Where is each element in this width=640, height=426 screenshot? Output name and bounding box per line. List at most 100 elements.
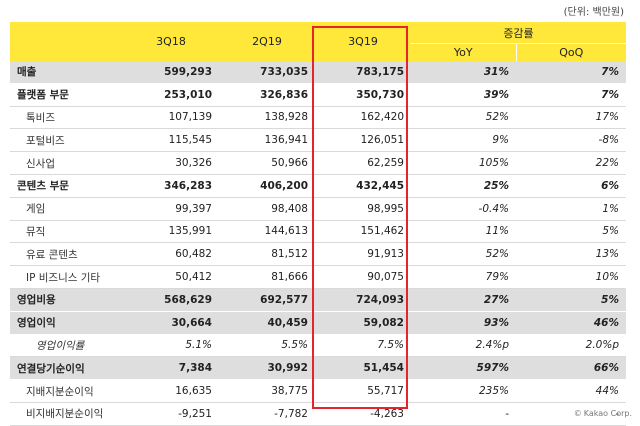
header-3q18: 3Q18 <box>123 22 219 61</box>
row-label: 신사업 <box>10 151 123 175</box>
cell-2q19: 406,200 <box>260 179 308 192</box>
cell-qoq: 13% <box>516 242 626 267</box>
cell-qoq: 6% <box>601 179 619 192</box>
table-row: IP 비즈니스 기타 50,412 81,666 90,075 79% 10% <box>10 265 626 289</box>
row-label: 플랫폼 부문 <box>17 89 69 102</box>
cell-2q19: 38,775 <box>219 379 315 403</box>
cell-qoq: 17% <box>516 106 626 130</box>
cell-3q18: 60,482 <box>123 242 219 267</box>
cell-yoy: 39% <box>483 88 509 101</box>
cell-yoy: 105% <box>411 151 516 175</box>
cell-2q19: 144,613 <box>219 220 315 244</box>
cell-3q19: 51,454 <box>315 356 411 381</box>
cell-3q19: 59,082 <box>315 311 411 335</box>
cell-3q18: 107,139 <box>123 106 219 130</box>
cell-2q19: 326,836 <box>260 88 308 101</box>
row-label: 뮤직 <box>10 220 123 244</box>
cell-yoy: 25% <box>483 179 509 192</box>
cell-3q19: 126,051 <box>315 128 411 153</box>
row-label: 유료 콘텐츠 <box>10 242 123 267</box>
cell-3q18: 253,010 <box>164 88 212 101</box>
cell-yoy: - <box>411 402 516 426</box>
cell-qoq: 7% <box>601 88 619 101</box>
cell-2q19: -7,782 <box>219 402 315 426</box>
row-label: 포털비즈 <box>10 128 123 153</box>
row-label: 매출 <box>10 61 123 84</box>
cell-3q19: 90,075 <box>315 265 411 289</box>
table-row: 콘텐츠 부문 346,283 406,200 432,445 25% 6% <box>10 174 626 198</box>
table-row: 톡비즈 107,139 138,928 162,420 52% 17% <box>10 106 626 130</box>
cell-3q18: 30,664 <box>123 311 219 335</box>
cell-3q19: 151,462 <box>315 220 411 244</box>
cell-yoy: 27% <box>411 288 516 312</box>
cell-3q19: 55,717 <box>315 379 411 403</box>
cell-3q18: 346,283 <box>164 179 212 192</box>
cell-yoy: 93% <box>411 311 516 335</box>
table-row: 매출 599,293 733,035 783,175 31% 7% <box>10 61 626 84</box>
cell-2q19: 30,992 <box>219 356 315 381</box>
cell-yoy: 11% <box>411 220 516 244</box>
copyright-icon: © <box>573 409 582 418</box>
cell-3q19: 724,093 <box>315 288 411 312</box>
header-label-cell <box>10 22 123 61</box>
cell-3q18: 5.1% <box>123 334 219 358</box>
cell-qoq: 5% <box>516 220 626 244</box>
cell-3q19: 7.5% <box>315 334 411 358</box>
table-row: 포털비즈 115,545 136,941 126,051 9% -8% <box>10 128 626 153</box>
table-row: 유료 콘텐츠 60,482 81,512 91,913 52% 13% <box>10 242 626 267</box>
cell-2q19: 81,512 <box>219 242 315 267</box>
cell-2q19: 40,459 <box>219 311 315 335</box>
cell-qoq: 7% <box>516 61 626 84</box>
cell-3q19: 432,445 <box>356 179 404 192</box>
header-3q19: 3Q19 <box>315 22 411 61</box>
cell-yoy: 52% <box>411 106 516 130</box>
cell-2q19: 81,666 <box>219 265 315 289</box>
cell-yoy: 597% <box>411 356 516 381</box>
cell-qoq: 22% <box>516 151 626 175</box>
cell-qoq: 1% <box>516 197 626 221</box>
row-label: 비지배지분순이익 <box>10 402 123 426</box>
header-qoq: QoQ <box>515 43 626 61</box>
row-label: 게임 <box>10 197 123 221</box>
row-label: 영업이익률 <box>10 334 123 358</box>
cell-3q18: 599,293 <box>123 61 219 84</box>
cell-2q19: 136,941 <box>219 128 315 153</box>
financial-table: 3Q18 2Q19 3Q19 증감률 YoY QoQ 매출 599,293 73… <box>10 22 626 426</box>
header-2q19: 2Q19 <box>219 22 315 61</box>
cell-3q18: 135,991 <box>123 220 219 244</box>
table-row: 영업이익률 5.1% 5.5% 7.5% 2.4%p 2.0%p <box>10 334 626 358</box>
row-label: 영업비용 <box>10 288 123 312</box>
cell-3q18: 30,326 <box>123 151 219 175</box>
row-label: 연결당기순이익 <box>10 356 123 381</box>
copyright-footer: © Kakao Corp. <box>574 409 632 418</box>
row-label: IP 비즈니스 기타 <box>10 265 123 289</box>
row-label: 콘텐츠 부문 <box>17 180 69 193</box>
table-row: 지배지분순이익 16,635 38,775 55,717 235% 44% <box>10 379 626 403</box>
table-row: 게임 99,397 98,408 98,995 -0.4% 1% <box>10 197 626 221</box>
cell-3q18: 115,545 <box>123 128 219 153</box>
cell-qoq: -8% <box>516 128 626 153</box>
cell-yoy: -0.4% <box>411 197 516 221</box>
table-row: 신사업 30,326 50,966 62,259 105% 22% <box>10 151 626 175</box>
cell-3q19: 162,420 <box>315 106 411 130</box>
cell-3q18: 7,384 <box>123 356 219 381</box>
table-row: 비지배지분순이익 -9,251 -7,782 -4,263 - - <box>10 402 626 426</box>
cell-3q19: -4,263 <box>315 402 411 426</box>
cell-2q19: 98,408 <box>219 197 315 221</box>
cell-3q19: 62,259 <box>315 151 411 175</box>
cell-qoq: 44% <box>516 379 626 403</box>
cell-yoy: 52% <box>411 242 516 267</box>
cell-yoy: 31% <box>411 61 516 84</box>
cell-3q18: -9,251 <box>123 402 219 426</box>
unit-note: (단위: 백만원) <box>563 7 624 18</box>
cell-3q19: 91,913 <box>315 242 411 267</box>
row-label: 톡비즈 <box>10 106 123 130</box>
cell-yoy: 235% <box>411 379 516 403</box>
cell-qoq: 2.0%p <box>516 334 626 358</box>
header-change-group: 증감률 <box>411 22 626 44</box>
table-row: 영업이익 30,664 40,459 59,082 93% 46% <box>10 311 626 335</box>
brand-name: Kakao Corp. <box>583 409 632 418</box>
cell-qoq: 46% <box>516 311 626 335</box>
cell-2q19: 5.5% <box>219 334 315 358</box>
row-label: 영업이익 <box>10 311 123 335</box>
